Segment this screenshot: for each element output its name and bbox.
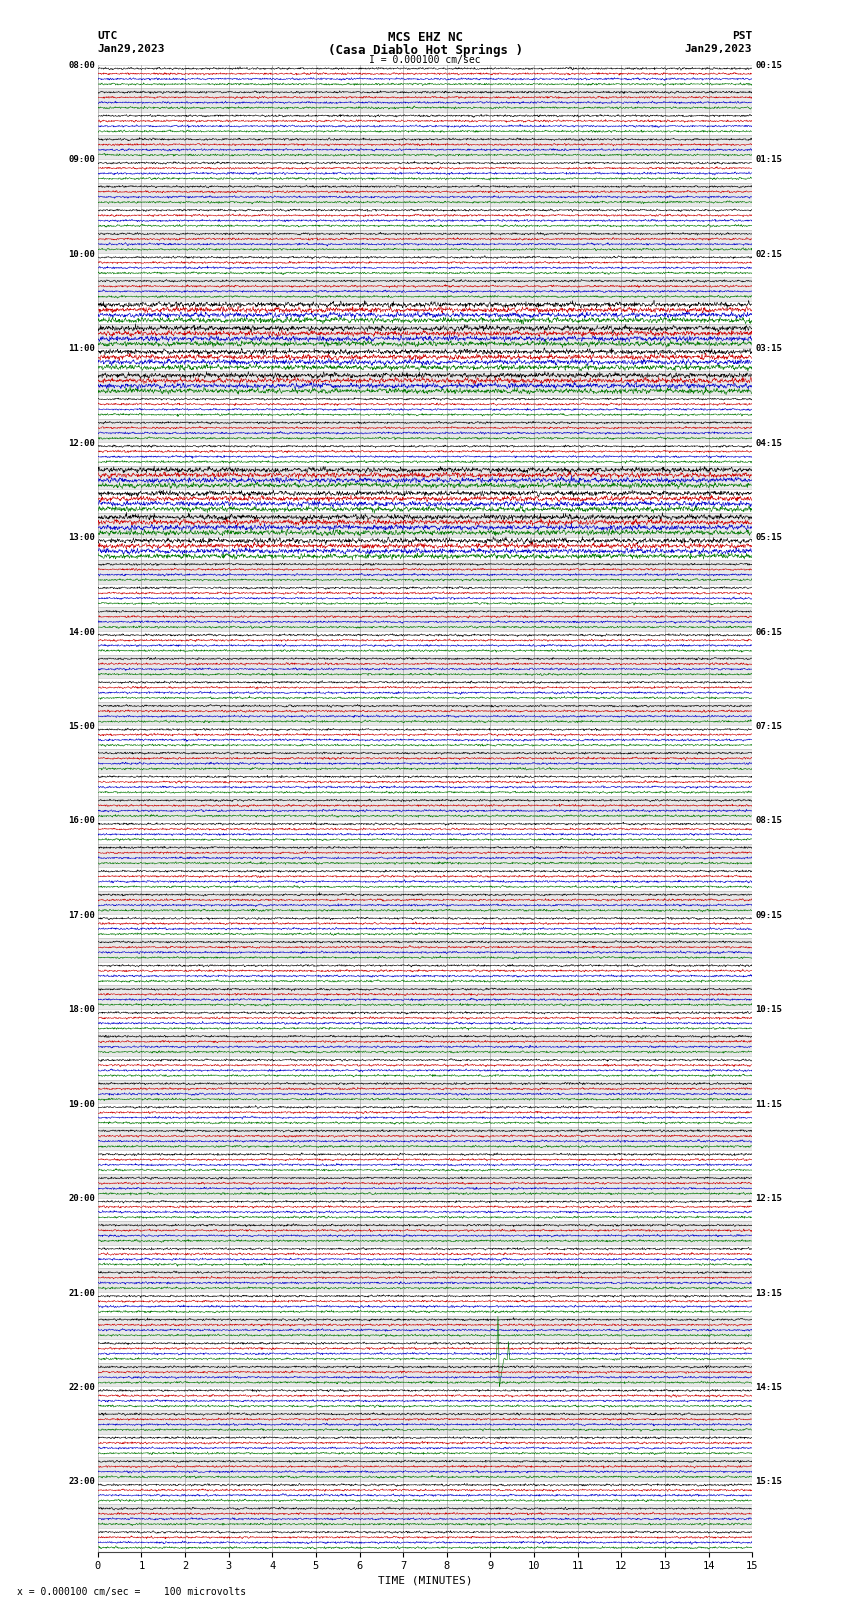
Bar — [98, 277, 752, 300]
Bar — [98, 797, 752, 819]
X-axis label: TIME (MINUTES): TIME (MINUTES) — [377, 1576, 473, 1586]
Bar — [98, 1079, 752, 1103]
Bar — [98, 1032, 752, 1057]
Bar — [98, 89, 752, 111]
Text: MCS EHZ NC: MCS EHZ NC — [388, 31, 462, 45]
Bar — [98, 324, 752, 348]
Text: Jan29,2023: Jan29,2023 — [98, 44, 165, 53]
Text: I = 0.000100 cm/sec: I = 0.000100 cm/sec — [369, 55, 481, 65]
Text: PST: PST — [732, 31, 752, 42]
Bar — [98, 1174, 752, 1197]
Text: Jan29,2023: Jan29,2023 — [685, 44, 752, 53]
Bar — [98, 1221, 752, 1245]
Bar — [98, 844, 752, 868]
Bar — [98, 229, 752, 253]
Bar — [98, 655, 752, 679]
Bar — [98, 560, 752, 584]
Bar — [98, 986, 752, 1008]
Bar — [98, 937, 752, 961]
Text: x = 0.000100 cm/sec =    100 microvolts: x = 0.000100 cm/sec = 100 microvolts — [17, 1587, 246, 1597]
Bar — [98, 1363, 752, 1387]
Bar — [98, 466, 752, 489]
Text: UTC: UTC — [98, 31, 118, 42]
Bar — [98, 513, 752, 537]
Bar — [98, 608, 752, 631]
Bar — [98, 1127, 752, 1150]
Bar — [98, 890, 752, 915]
Bar — [98, 1505, 752, 1528]
Bar — [98, 1457, 752, 1481]
Bar — [98, 1316, 752, 1339]
Bar — [98, 135, 752, 160]
Text: (Casa Diablo Hot Springs ): (Casa Diablo Hot Springs ) — [327, 44, 523, 56]
Bar — [98, 419, 752, 442]
Bar — [98, 748, 752, 773]
Bar — [98, 1410, 752, 1434]
Bar — [98, 371, 752, 395]
Bar — [98, 182, 752, 206]
Bar — [98, 1268, 752, 1292]
Bar — [98, 702, 752, 726]
